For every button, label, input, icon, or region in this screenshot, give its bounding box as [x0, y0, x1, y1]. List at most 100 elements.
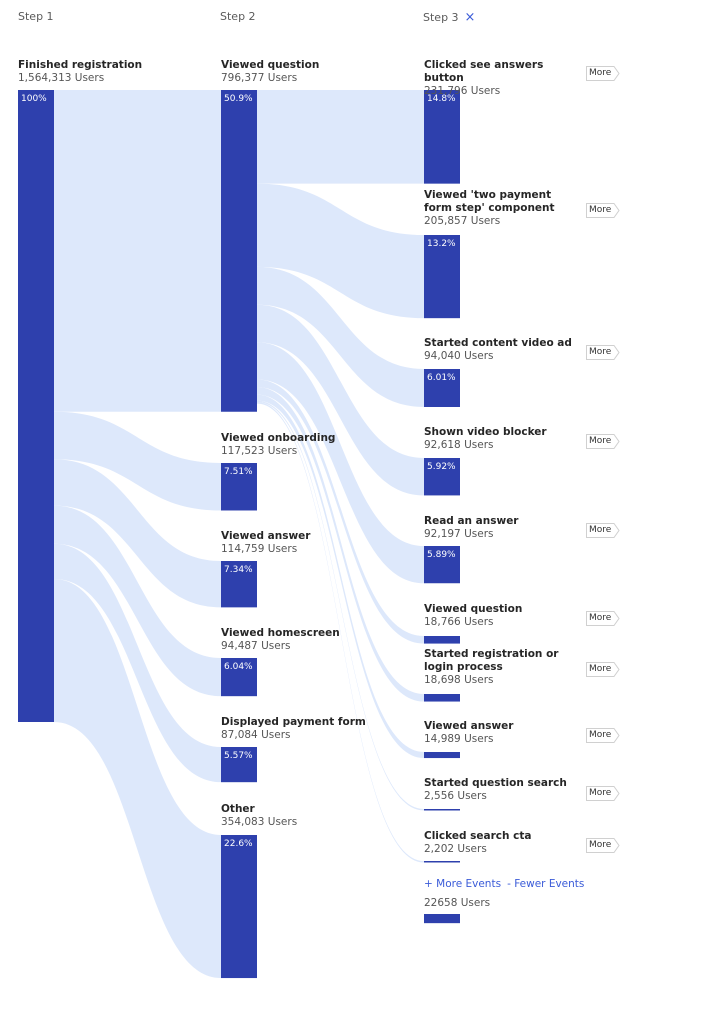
tag-outline-icon	[586, 662, 620, 677]
node-name: Viewed homescreen	[221, 627, 340, 639]
flow-link	[257, 387, 424, 702]
node-label: Viewed answer 14,989 Users	[424, 720, 584, 746]
more-button-label: More	[589, 436, 612, 446]
fewer-events-link[interactable]: - Fewer Events	[507, 878, 585, 890]
node-name: Viewed answer	[221, 530, 311, 542]
tag-outline-icon	[586, 611, 620, 626]
tag-outline-icon	[586, 66, 620, 81]
node-label: Viewed homescreen 94,487 Users	[221, 627, 401, 653]
percent-label: 13.2%	[427, 239, 456, 249]
node-name: Read an answer	[424, 515, 519, 527]
tag-outline-icon	[586, 203, 620, 218]
node-count: 92,618 Users	[424, 439, 494, 451]
node-label: Displayed payment form 87,084 Users	[221, 716, 401, 742]
more-button-label: More	[589, 613, 612, 623]
more-button[interactable]: More	[586, 611, 620, 626]
step2-bar[interactable]	[221, 561, 257, 608]
more-button-label: More	[589, 68, 612, 78]
node-count: 94,487 Users	[221, 640, 291, 652]
node-name: Clicked see answers button	[424, 59, 544, 84]
tag-outline-icon	[586, 786, 620, 801]
percent-label: 6.04%	[224, 662, 253, 672]
more-button[interactable]: More	[586, 662, 620, 677]
node-label: Started registration or login process 18,…	[424, 648, 574, 687]
node-count: 231,796 Users	[424, 85, 501, 97]
node-count: 796,377 Users	[221, 72, 298, 84]
node-label: Clicked see answers button 231,796 Users	[424, 59, 584, 98]
step3-bar[interactable]	[424, 90, 460, 184]
more-button-label: More	[589, 788, 612, 798]
step1-bar[interactable]	[18, 90, 54, 722]
step3-other-bar[interactable]	[424, 914, 460, 924]
node-count: 205,857 Users	[424, 215, 501, 227]
more-button-label: More	[589, 525, 612, 535]
node-count: 18,766 Users	[424, 616, 494, 628]
more-button[interactable]: More	[586, 345, 620, 360]
flow-link	[54, 578, 221, 979]
more-button[interactable]: More	[586, 203, 620, 218]
node-count: 18,698 Users	[424, 674, 494, 686]
more-button-label: More	[589, 347, 612, 357]
step2-bar[interactable]	[221, 835, 257, 979]
node-label: Started content video ad 94,040 Users	[424, 337, 584, 363]
node-count: 92,197 Users	[424, 528, 494, 540]
more-button[interactable]: More	[586, 786, 620, 801]
node-count: 354,083 Users	[221, 816, 298, 828]
more-events-link[interactable]: + More Events	[424, 878, 502, 890]
step3-bar[interactable]	[424, 752, 460, 759]
tag-outline-icon	[586, 345, 620, 360]
close-icon[interactable]: ×	[464, 10, 476, 25]
flow-link	[54, 411, 221, 511]
flow-link	[54, 90, 221, 412]
node-name: Started question search	[424, 777, 567, 789]
flow-link	[54, 505, 221, 697]
more-button-label: More	[589, 664, 612, 674]
more-button[interactable]: More	[586, 523, 620, 538]
node-count: 1,564,313 Users	[18, 72, 105, 84]
node-name: Finished registration	[18, 59, 143, 71]
percent-label: 5.89%	[427, 550, 456, 560]
more-button[interactable]: More	[586, 66, 620, 81]
step2-bar[interactable]	[221, 90, 257, 412]
step3-bar[interactable]	[424, 546, 460, 584]
step2-bar[interactable]	[221, 747, 257, 783]
more-button[interactable]: More	[586, 838, 620, 853]
tag-outline-icon	[586, 523, 620, 538]
more-button-label: More	[589, 840, 612, 850]
node-label: Read an answer 92,197 Users	[424, 515, 584, 541]
node-name: Started content video ad	[424, 337, 572, 349]
step3-bar[interactable]	[424, 861, 460, 863]
node-name: Started registration or login process	[424, 648, 559, 673]
flow-link	[257, 183, 424, 319]
node-label: Other 354,083 Users	[221, 803, 401, 829]
step3-bar[interactable]	[424, 636, 460, 644]
more-button-label: More	[589, 205, 612, 215]
flow-link	[257, 342, 424, 584]
flow-link	[257, 400, 424, 811]
more-button[interactable]: More	[586, 434, 620, 449]
node-name: Viewed 'two payment form step' component	[424, 189, 555, 214]
more-button-label: More	[589, 730, 612, 740]
more-button[interactable]: More	[586, 728, 620, 743]
node-name: Viewed question	[221, 59, 320, 71]
node-name: Viewed onboarding	[221, 432, 336, 444]
step3-bar[interactable]	[424, 458, 460, 496]
step3-bar[interactable]	[424, 809, 460, 811]
node-label: Shown video blocker 92,618 Users	[424, 426, 584, 452]
step3-bar[interactable]	[424, 369, 460, 407]
step3-bar[interactable]	[424, 235, 460, 319]
node-label: Finished registration 1,564,313 Users	[18, 59, 198, 85]
flow-link	[54, 459, 221, 608]
tag-outline-icon	[586, 434, 620, 449]
flow-link	[257, 379, 424, 644]
percent-label: 7.34%	[224, 565, 253, 575]
percent-label: 6.01%	[427, 373, 456, 383]
node-label: Started question search 2,556 Users	[424, 777, 584, 803]
step2-bar[interactable]	[221, 463, 257, 511]
node-name: Clicked search cta	[424, 830, 532, 842]
node-count: 117,523 Users	[221, 445, 298, 457]
step3-bar[interactable]	[424, 694, 460, 702]
step2-bar[interactable]	[221, 658, 257, 697]
event-toggle-links: + More Events - Fewer Events	[424, 878, 584, 890]
